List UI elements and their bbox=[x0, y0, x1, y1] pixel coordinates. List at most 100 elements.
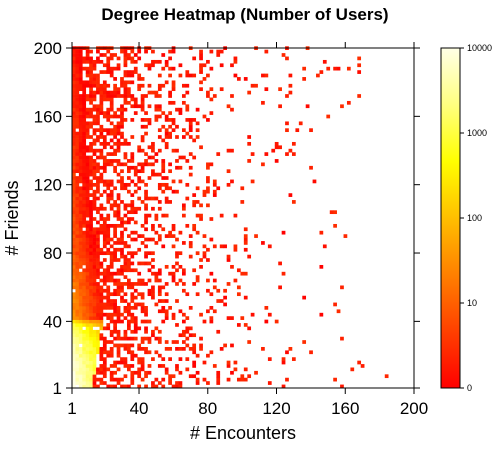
heat-cell bbox=[164, 182, 169, 187]
heat-cell bbox=[157, 271, 162, 276]
heat-cell bbox=[171, 271, 176, 276]
heat-cell bbox=[96, 336, 100, 341]
heat-cell bbox=[78, 333, 83, 338]
heat-cell bbox=[82, 251, 87, 256]
heat-cell bbox=[89, 292, 93, 297]
heat-cell bbox=[168, 162, 172, 167]
heat-cell bbox=[120, 169, 124, 174]
heat-cell bbox=[161, 377, 166, 382]
heat-cell bbox=[96, 350, 100, 355]
heat-cell bbox=[151, 63, 155, 68]
heat-cell bbox=[137, 206, 142, 211]
heat-cell bbox=[161, 357, 166, 361]
heat-cell bbox=[92, 285, 97, 290]
x-axis-label: # Encounters bbox=[190, 423, 296, 443]
heat-cell bbox=[82, 213, 87, 218]
heat-cell bbox=[195, 251, 200, 256]
heat-cell bbox=[130, 135, 135, 139]
heat-cell bbox=[75, 90, 80, 95]
heat-cell bbox=[120, 343, 124, 348]
heat-cell bbox=[106, 237, 111, 242]
heat-cell bbox=[113, 227, 117, 232]
heat-cell bbox=[82, 100, 87, 105]
heat-cell bbox=[109, 70, 114, 74]
y-tick-label: 1 bbox=[53, 379, 62, 398]
heat-cell bbox=[123, 83, 128, 88]
heat-cell bbox=[137, 73, 142, 78]
heat-cell bbox=[82, 377, 87, 382]
heat-cell bbox=[123, 63, 128, 68]
heat-cell bbox=[72, 309, 76, 314]
heat-cell bbox=[137, 179, 142, 184]
heat-cell bbox=[106, 384, 111, 389]
heat-cell bbox=[144, 374, 148, 379]
heat-cell bbox=[75, 312, 80, 317]
heat-cell bbox=[157, 299, 162, 303]
heat-cell bbox=[126, 244, 131, 249]
heat-cell bbox=[123, 53, 128, 57]
heat-cell bbox=[78, 241, 83, 245]
heat-cell bbox=[151, 381, 155, 385]
heat-cell bbox=[133, 165, 138, 170]
heat-cell bbox=[137, 292, 142, 297]
heat-cell bbox=[288, 193, 293, 197]
heat-cell bbox=[140, 165, 145, 170]
heat-cell bbox=[120, 268, 124, 273]
heat-cell bbox=[126, 87, 131, 92]
heat-cell bbox=[133, 237, 138, 242]
heat-cell bbox=[75, 302, 80, 307]
heat-cell bbox=[130, 179, 135, 184]
heat-cell bbox=[78, 288, 83, 293]
heat-cell bbox=[75, 131, 80, 136]
heat-cell bbox=[72, 189, 76, 194]
heat-cell bbox=[96, 254, 100, 259]
heat-cell bbox=[168, 90, 172, 95]
heat-cell bbox=[219, 299, 224, 303]
heat-cell bbox=[89, 223, 93, 228]
heat-cell bbox=[126, 234, 131, 238]
heat-cell bbox=[106, 230, 111, 235]
heat-cell bbox=[106, 227, 111, 232]
heat-cell bbox=[75, 159, 80, 163]
heat-cell bbox=[113, 278, 117, 283]
heat-cell bbox=[206, 258, 210, 262]
heat-cell bbox=[78, 107, 83, 112]
heat-cell bbox=[82, 200, 87, 204]
heat-cell bbox=[109, 244, 114, 249]
heat-cell bbox=[106, 323, 111, 327]
heat-cell bbox=[78, 189, 83, 194]
heat-cell bbox=[137, 186, 142, 191]
heat-cell bbox=[113, 83, 117, 88]
heat-cell bbox=[126, 220, 131, 225]
heat-cell bbox=[192, 223, 197, 228]
heat-cell bbox=[130, 70, 135, 74]
heat-cell bbox=[171, 189, 176, 194]
heat-cell bbox=[92, 254, 97, 259]
heat-cell bbox=[120, 288, 124, 293]
heat-cell bbox=[102, 343, 107, 348]
heat-cell bbox=[96, 90, 100, 95]
heat-cell bbox=[113, 305, 117, 310]
heat-cell bbox=[113, 299, 117, 303]
heat-cell bbox=[206, 247, 210, 252]
heat-cell bbox=[82, 312, 87, 317]
heat-cell bbox=[72, 381, 76, 385]
heat-cell bbox=[72, 53, 76, 57]
heat-cell bbox=[82, 261, 87, 266]
heat-cell bbox=[109, 237, 114, 242]
heat-cell bbox=[212, 309, 217, 314]
heat-cell bbox=[116, 90, 121, 95]
heat-cell bbox=[78, 114, 83, 119]
heat-cell bbox=[175, 340, 179, 344]
heat-cell bbox=[72, 128, 76, 133]
heat-cell bbox=[92, 196, 97, 201]
heat-cell bbox=[181, 312, 186, 317]
heat-cell bbox=[116, 247, 121, 252]
heat-cell bbox=[116, 316, 121, 320]
heat-cell bbox=[75, 210, 80, 215]
heat-cell bbox=[171, 384, 176, 389]
heat-cell bbox=[72, 278, 76, 283]
heat-cell bbox=[164, 135, 169, 139]
heat-cell bbox=[171, 148, 176, 153]
heat-cell bbox=[185, 336, 190, 341]
